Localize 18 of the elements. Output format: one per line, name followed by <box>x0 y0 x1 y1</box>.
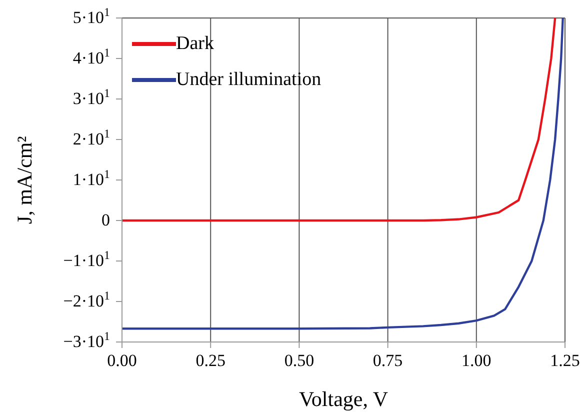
y-tick-label: −2·10$^{1}$ <box>63 288 110 310</box>
x-tick-label: 0.50 <box>284 351 314 370</box>
y-tick-label: 5·10$^{1}$ <box>72 5 110 27</box>
y-tick-label: 0 <box>102 210 110 230</box>
y-tick-label: 4·10$^{1}$ <box>72 46 110 68</box>
y-tick-label: 2·10$^{1}$ <box>72 126 110 148</box>
y-tick-label: 3·10$^{1}$ <box>72 86 110 108</box>
y-tick-label: −1·10$^{1}$ <box>63 248 110 270</box>
x-tick-label: 0.75 <box>372 351 403 370</box>
x-tick-label: 1.25 <box>550 351 580 370</box>
y-axis-title: J, mA/cm² <box>12 136 36 224</box>
line-series <box>122 18 556 222</box>
y-tick-label: 1·10$^{1}$ <box>72 167 110 189</box>
y-tick-label: −3·10$^{1}$ <box>63 329 110 351</box>
x-tick-label: 0.25 <box>196 351 226 370</box>
x-tick-label: 1.00 <box>462 351 492 370</box>
x-tick-label: 0.00 <box>107 351 137 370</box>
x-axis-title: Voltage, V <box>298 387 388 411</box>
